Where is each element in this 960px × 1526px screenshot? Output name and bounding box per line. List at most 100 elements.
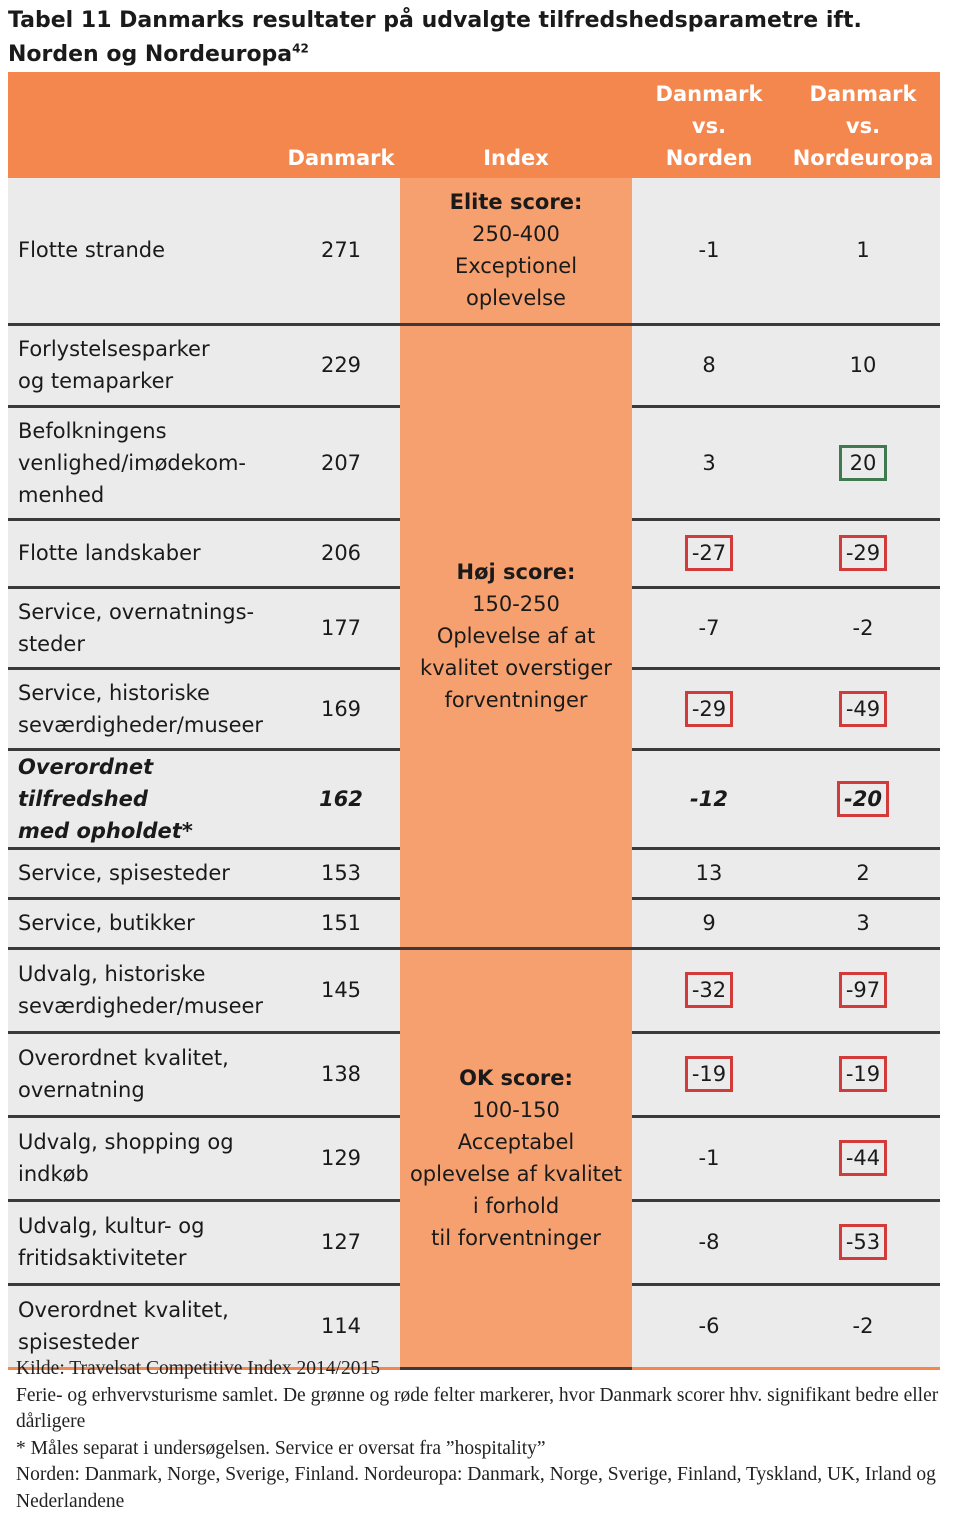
parameter-name-line: Overordnet kvalitet,: [18, 1298, 229, 1322]
parameter-name-line: Befolkningens: [18, 418, 167, 443]
danmark-score: 207: [282, 406, 400, 521]
vs-nordeuropa-value: -49: [838, 690, 888, 727]
table-row: Overordnet tilfredshed med opholdet* 162 -1…: [8, 749, 940, 850]
table-row: Udvalg, historiske seværdigheder/museer 14…: [8, 948, 940, 1370]
vs-nordeuropa-value-cell: -2: [786, 1284, 940, 1370]
danmark-score: 169: [282, 668, 400, 751]
table-row: Service, historiske seværdigheder/museer 1…: [8, 668, 940, 751]
parameter-name: Service, spisesteder: [8, 848, 282, 900]
vs-nordeuropa-value-cell: -53: [786, 1200, 940, 1286]
table-header: Danmark Index Danmark vs. Norden Danmark…: [8, 72, 940, 178]
vs-norden-value-cell: 9: [632, 898, 786, 950]
note-regions: Norden: Danmark, Norge, Sverige, Finland…: [16, 1464, 936, 1512]
header-vs-norden: Danmark vs. Norden: [632, 72, 786, 178]
danmark-score: 162: [282, 749, 400, 850]
vs-norden-value: -32: [684, 972, 734, 1008]
vs-nordeuropa-value: 3: [856, 911, 870, 935]
parameter-name: Udvalg, historiske seværdigheder/museer: [8, 948, 282, 1034]
danmark-score: 177: [282, 587, 400, 670]
danmark-score: 138: [282, 1032, 400, 1118]
vs-nordeuropa-value-cell: -19: [786, 1032, 940, 1118]
vs-norden-value: -8: [698, 1230, 720, 1254]
vs-norden-value: -7: [698, 615, 720, 640]
vs-norden-value-cell: 13: [632, 848, 786, 900]
vs-norden-value: -19: [684, 1056, 734, 1092]
vs-norden-value-cell: -12: [632, 749, 786, 850]
parameter-name: Forlystelsesparker og temaparker: [8, 324, 282, 408]
vs-norden-value: 8: [702, 353, 716, 377]
parameter-name-line: venlighed/imødekom-: [18, 450, 246, 475]
index-band-line: Exceptionel: [454, 254, 578, 279]
parameter-name: Service, historiske seværdigheder/museer: [8, 668, 282, 751]
danmark-score: 145: [282, 948, 400, 1034]
index-band-label: OK score:: [459, 1066, 573, 1090]
vs-norden-value: 3: [702, 450, 716, 475]
parameter-name-line: Udvalg, historiske: [18, 962, 206, 986]
parameter-name-line: med opholdet*: [18, 818, 193, 843]
vs-nordeuropa-value-cell: -29: [786, 519, 940, 589]
parameter-name: Flotte strande: [8, 178, 282, 326]
parameter-name-line: Service, butikker: [18, 911, 195, 935]
table-row: Udvalg, shopping og indkøb 129 -1 -44: [8, 1116, 940, 1202]
header-index: Index: [400, 72, 632, 178]
parameter-name-line: indkøb: [18, 1162, 89, 1186]
parameter-name-line: Overordnet kvalitet,: [18, 1046, 229, 1070]
note-explanation: Ferie- og erhvervsturisme samlet. De grø…: [16, 1384, 939, 1433]
vs-nordeuropa-value-cell: 2: [786, 848, 940, 900]
vs-norden-value: -1: [698, 1146, 720, 1170]
table-row: Service, spisesteder 153 13 2: [8, 848, 940, 900]
parameter-name: Service, overnatnings-steder: [8, 587, 282, 670]
source-notes: Kilde: Travelsat Competitive Index 2014/…: [16, 1356, 946, 1515]
parameter-name: Overordnet kvalitet, spisesteder: [8, 1284, 282, 1370]
parameter-name: Befolkningens venlighed/imødekom-menhed: [8, 406, 282, 521]
parameter-name: Flotte landskaber: [8, 519, 282, 589]
index-band-line: kvalitet overstiger: [420, 656, 612, 680]
parameter-name-line: Service, historiske: [18, 680, 210, 705]
table-row: Forlystelsesparker og temaparker 229 Høj sc…: [8, 324, 940, 950]
vs-nordeuropa-value-cell: 3: [786, 898, 940, 950]
index-band-line: til forventninger: [431, 1226, 601, 1250]
danmark-score: 271: [282, 178, 400, 326]
table-row: Overordnet kvalitet, spisesteder 114 -6 -2: [8, 1284, 940, 1370]
index-band-line: Oplevelse af at: [436, 624, 596, 648]
vs-norden-value-cell: -27: [632, 519, 786, 589]
header-vs-norden-line: vs.: [691, 114, 727, 138]
vs-nordeuropa-value-cell: -2: [786, 587, 940, 670]
vs-nordeuropa-value: -29: [838, 535, 888, 571]
vs-norden-value: 9: [702, 911, 716, 935]
table-row: Service, overnatnings-steder 177 -7 -2: [8, 587, 940, 670]
parameter-name: Udvalg, shopping og indkøb: [8, 1116, 282, 1202]
vs-norden-value-cell: -6: [632, 1284, 786, 1370]
parameter-name-line: Forlystelsesparker: [18, 337, 210, 361]
vs-nordeuropa-value: -19: [838, 1056, 888, 1092]
index-band-line: Acceptabel: [457, 1130, 575, 1154]
footnote-ref: 42: [292, 41, 309, 56]
parameter-name-line: Service, overnatnings-: [18, 599, 255, 624]
parameter-name-line: Flotte strande: [18, 238, 166, 263]
vs-nordeuropa-value: -44: [838, 1140, 888, 1176]
header-vs-nordeuropa-line: Nordeuropa: [792, 146, 934, 170]
vs-nordeuropa-value: -97: [838, 972, 888, 1008]
parameter-name-line: seværdigheder/museer: [18, 994, 264, 1018]
vs-norden-value-cell: -1: [632, 178, 786, 326]
vs-norden-value-cell: -32: [632, 948, 786, 1034]
table-title: Tabel 11 Danmarks resultater på udvalgte…: [8, 4, 948, 72]
vs-norden-value: -27: [684, 535, 734, 571]
index-band-label: Høj score:: [456, 560, 576, 584]
parameter-name-line: Udvalg, shopping og: [18, 1130, 234, 1154]
header-parameter: [8, 72, 282, 178]
table-body: Flotte strande 271 Elite score: 250-400 Exce…: [8, 178, 940, 1370]
header-vs-nordeuropa-line: Danmark: [809, 82, 917, 106]
table-row: Udvalg, kultur- og fritidsaktiviteter 127 -…: [8, 1200, 940, 1286]
vs-nordeuropa-value: -20: [837, 780, 889, 817]
danmark-score: 129: [282, 1116, 400, 1202]
vs-norden-value: -1: [698, 238, 720, 263]
vs-nordeuropa-value: 10: [849, 353, 877, 377]
vs-norden-value-cell: -7: [632, 587, 786, 670]
index-band-line: 250-400: [472, 222, 560, 247]
vs-nordeuropa-value: -2: [852, 1314, 874, 1338]
index-band-line: 150-250: [472, 592, 560, 616]
satisfaction-table: Danmark Index Danmark vs. Norden Danmark…: [8, 72, 940, 1370]
table-row: Overordnet kvalitet, overnatning 138 -19 -19: [8, 1032, 940, 1118]
vs-nordeuropa-value: 1: [856, 238, 870, 263]
